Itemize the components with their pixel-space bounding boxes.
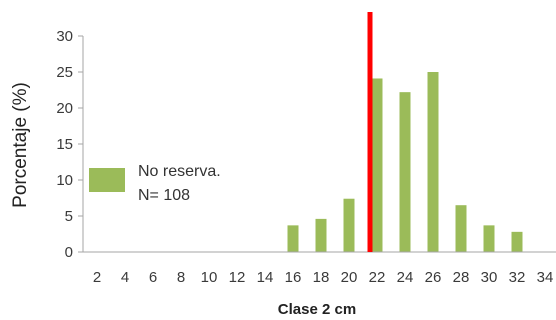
x-tick-label: 30 [481, 269, 498, 286]
x-axis-ticks: 2 4 6 8 10 12 14 16 18 20 22 24 26 28 30 32 34 [93, 269, 554, 286]
x-tick-label: 4 [121, 269, 129, 286]
y-tick-label: 30 [56, 28, 73, 45]
legend: No reserva. N= 108 [89, 163, 221, 204]
y-axis-ticks: 0 5 10 15 20 25 30 [56, 28, 83, 261]
x-tick-label: 24 [397, 269, 414, 286]
bar-18 [315, 218, 327, 252]
bar-28 [455, 205, 467, 252]
y-tick-label: 25 [56, 64, 73, 81]
legend-swatch [89, 168, 125, 192]
y-tick-label: 15 [56, 136, 73, 153]
y-tick-label: 5 [65, 208, 73, 225]
bar-30 [483, 225, 495, 252]
x-tick-label: 22 [369, 269, 386, 286]
y-tick-label: 20 [56, 100, 73, 117]
x-axis-title: Clase 2 cm [278, 301, 356, 318]
x-tick-label: 28 [453, 269, 470, 286]
y-axis-title: Porcentaje (%) [10, 82, 31, 208]
x-tick-label: 12 [229, 269, 246, 286]
bar-26 [427, 72, 439, 252]
x-tick-label: 16 [285, 269, 302, 286]
x-tick-label: 8 [177, 269, 185, 286]
bar-22 [371, 78, 383, 252]
bar-16 [287, 225, 299, 252]
bar-32 [511, 231, 523, 252]
x-tick-label: 26 [425, 269, 442, 286]
x-tick-label: 6 [149, 269, 157, 286]
x-tick-label: 14 [257, 269, 274, 286]
legend-sample-size: N= 108 [138, 187, 190, 204]
bar-24 [399, 92, 411, 252]
x-tick-label: 2 [93, 269, 101, 286]
x-tick-label: 20 [341, 269, 358, 286]
y-tick-label: 0 [65, 244, 73, 261]
plot-area [287, 72, 523, 252]
x-tick-label: 32 [509, 269, 526, 286]
bar-20 [343, 198, 355, 252]
x-tick-label: 10 [201, 269, 218, 286]
legend-series-name: No reserva. [138, 163, 221, 180]
x-tick-label: 18 [313, 269, 330, 286]
x-tick-label: 34 [537, 269, 554, 286]
y-tick-label: 10 [56, 172, 73, 189]
